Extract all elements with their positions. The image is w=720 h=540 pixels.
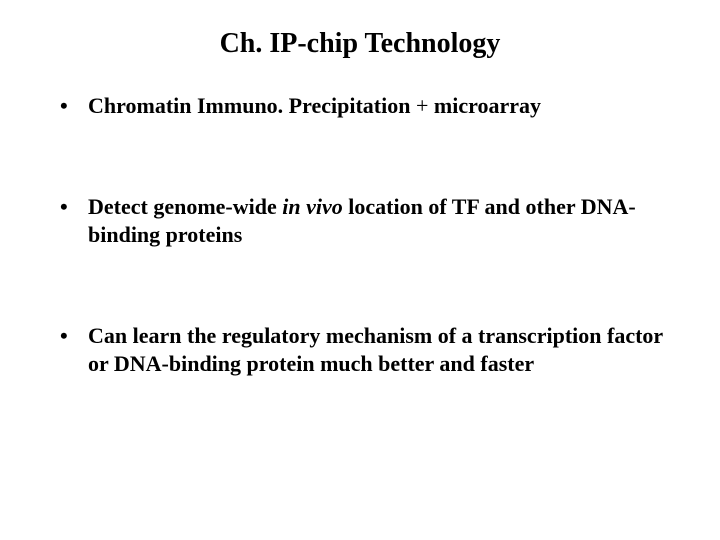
bullet-plus-sign: + <box>416 93 434 118</box>
bullet-text-prefix: Detect genome-wide <box>88 194 282 219</box>
bullet-italic-text: in vivo <box>282 194 343 219</box>
bullet-text-suffix: microarray <box>434 93 541 118</box>
bullet-item: Can learn the regulatory mechanism of a … <box>60 322 680 379</box>
bullet-item: Chromatin Immuno. Precipitation + microa… <box>60 92 680 121</box>
bullet-list: Chromatin Immuno. Precipitation + microa… <box>40 92 680 379</box>
bullet-text-full: Can learn the regulatory mechanism of a … <box>88 323 663 377</box>
slide-title: Ch. IP-chip Technology <box>40 28 680 60</box>
bullet-text-prefix: Chromatin Immuno. Precipitation <box>88 93 416 118</box>
bullet-item: Detect genome-wide in vivo location of T… <box>60 193 680 250</box>
